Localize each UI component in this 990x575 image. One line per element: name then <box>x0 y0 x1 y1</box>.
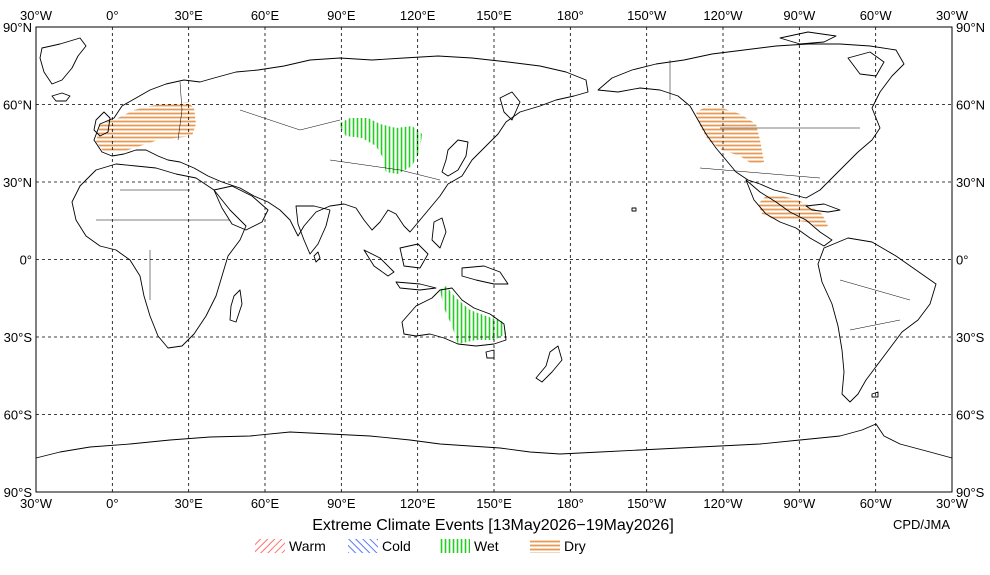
credit-label: CPD/JMA <box>893 517 950 532</box>
lat-tick-label-right: 90°N <box>956 20 985 35</box>
lat-tick-label-right: 60°S <box>956 408 985 423</box>
coast-greenland <box>39 37 87 85</box>
coast-antarctica <box>35 423 953 459</box>
coast-north-america <box>597 43 905 199</box>
coast-africa <box>71 163 247 349</box>
coast-baffin <box>847 51 885 77</box>
coast-japan <box>441 139 469 177</box>
lat-tick-label-right: 90°S <box>956 485 985 500</box>
lon-tick-label-bottom: 180° <box>557 496 584 511</box>
coast-cuba <box>805 203 841 213</box>
coast-south-america <box>817 237 937 403</box>
lon-tick-label-top: 120°E <box>400 8 436 23</box>
coast-iceland <box>51 92 71 102</box>
lat-tick-label-left: 0° <box>20 253 32 268</box>
coast-hawaii <box>631 207 637 212</box>
legend-swatch <box>348 539 378 553</box>
legend-item-warm: Warm <box>255 538 326 554</box>
legend-item-cold: Cold <box>348 538 411 554</box>
lon-tick-label-bottom: 120°E <box>400 496 436 511</box>
coast-newguinea <box>461 265 509 285</box>
lon-tick-label-bottom: 60°E <box>251 496 280 511</box>
lon-tick-label-bottom: 30°W <box>936 496 969 511</box>
lat-tick-label-right: 30°N <box>956 175 985 190</box>
lon-tick-label-top: 30°W <box>936 8 969 23</box>
coast-sumatra <box>363 249 395 277</box>
lat-tick-label-left: 30°S <box>4 330 33 345</box>
lon-tick-label-bottom: 30°E <box>174 496 203 511</box>
coast-central-america <box>745 179 833 247</box>
coast-india <box>295 205 331 255</box>
coast-kamchatka <box>499 91 521 121</box>
lon-tick-label-bottom: 90°E <box>327 496 356 511</box>
lat-tick-label-left: 90°N <box>3 20 32 35</box>
lat-tick-label-left: 60°N <box>3 98 32 113</box>
legend: Warm Cold Wet Dry <box>255 538 586 554</box>
lon-tick-label-bottom: 150°E <box>476 496 512 511</box>
coast-arctic-islands <box>779 31 837 45</box>
map-frame <box>35 26 953 493</box>
axis-tick-labels: 30°W 30°W 0° 0° 30°E 30°E 60°E 60°E 90°E 90°E 120°… <box>3 8 985 511</box>
dry-area-north-america <box>696 106 764 164</box>
lon-tick-label-bottom: 150°W <box>627 496 667 511</box>
legend-swatch <box>255 539 285 553</box>
graticule <box>36 27 952 492</box>
lon-tick-label-top: 90°W <box>783 8 816 23</box>
country-borders <box>96 60 911 331</box>
coastlines <box>35 31 953 459</box>
lat-tick-label-right: 60°N <box>956 98 985 113</box>
lon-tick-label-bottom: 30°W <box>20 496 53 511</box>
lon-tick-label-bottom: 120°W <box>703 496 743 511</box>
coast-australia <box>401 287 507 347</box>
coast-britain <box>93 111 111 137</box>
lat-tick-label-right: 30°S <box>956 330 985 345</box>
legend-label: Dry <box>564 538 586 554</box>
lon-tick-label-top: 60°W <box>860 8 893 23</box>
lon-tick-label-top: 0° <box>106 8 118 23</box>
legend-swatch <box>440 539 470 553</box>
lat-tick-label-right: 0° <box>956 253 968 268</box>
coast-borneo <box>399 243 429 269</box>
lon-tick-label-top: 150°W <box>627 8 667 23</box>
lon-tick-label-bottom: 90°W <box>783 496 816 511</box>
coast-arabia <box>213 185 269 231</box>
lon-tick-label-top: 120°W <box>703 8 743 23</box>
lon-tick-label-top: 180° <box>557 8 584 23</box>
dry-area-central-america <box>758 196 828 228</box>
coast-tasmania <box>485 349 495 359</box>
legend-label: Warm <box>289 538 326 554</box>
lon-tick-label-bottom: 60°W <box>860 496 893 511</box>
coast-newzealand <box>535 345 563 383</box>
lon-tick-label-top: 30°W <box>20 8 53 23</box>
lon-tick-label-top: 150°E <box>476 8 512 23</box>
lat-tick-label-left: 60°S <box>4 408 33 423</box>
legend-item-wet: Wet <box>440 538 499 554</box>
lon-tick-label-bottom: 0° <box>106 496 118 511</box>
coast-falklands <box>871 391 879 398</box>
legend-label: Cold <box>382 538 411 554</box>
coast-philippines <box>431 217 447 249</box>
wet-area-central-asia <box>338 118 422 174</box>
lat-tick-label-left: 90°S <box>4 485 33 500</box>
lon-tick-label-top: 60°E <box>251 8 280 23</box>
lon-tick-label-top: 30°E <box>174 8 203 23</box>
coast-java <box>395 281 437 291</box>
legend-label: Wet <box>474 538 499 554</box>
lat-tick-label-left: 30°N <box>3 175 32 190</box>
dry-area-europe <box>96 102 196 152</box>
map-title: Extreme Climate Events [13May2026−19May2… <box>312 517 674 534</box>
wet-area-east-australia <box>440 286 506 344</box>
lon-tick-label-top: 90°E <box>327 8 356 23</box>
coast-madagascar <box>229 289 243 323</box>
event-areas <box>96 102 828 344</box>
legend-swatch <box>530 539 560 553</box>
legend-item-dry: Dry <box>530 538 586 554</box>
coast-srilanka <box>313 251 321 263</box>
